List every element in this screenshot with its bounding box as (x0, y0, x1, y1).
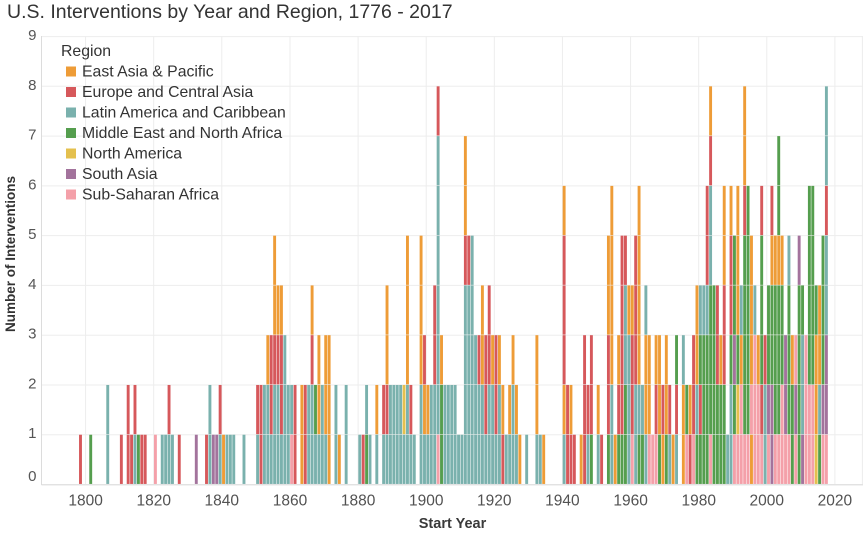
svg-text:0: 0 (28, 468, 36, 485)
svg-text:3: 3 (28, 326, 36, 343)
svg-text:South Asia: South Asia (82, 166, 158, 183)
svg-text:1940: 1940 (545, 493, 580, 510)
svg-text:2000: 2000 (750, 493, 785, 510)
svg-text:1840: 1840 (205, 493, 240, 510)
svg-text:Middle East and North Africa: Middle East and North Africa (82, 125, 282, 142)
svg-text:1880: 1880 (341, 493, 376, 510)
svg-text:1920: 1920 (477, 493, 512, 510)
svg-text:1860: 1860 (273, 493, 308, 510)
svg-text:Region: Region (61, 43, 111, 60)
svg-text:1900: 1900 (409, 493, 444, 510)
svg-text:7: 7 (28, 127, 36, 144)
svg-text:1980: 1980 (681, 493, 716, 510)
svg-text:1960: 1960 (613, 493, 648, 510)
svg-text:2020: 2020 (818, 493, 853, 510)
svg-text:8: 8 (28, 77, 36, 94)
svg-text:East Asia & Pacific: East Asia & Pacific (82, 64, 214, 81)
svg-text:Europe and Central Asia: Europe and Central Asia (82, 84, 253, 101)
svg-text:1820: 1820 (136, 493, 171, 510)
svg-text:North America: North America (82, 146, 182, 163)
svg-text:U.S. Interventions by Year and: U.S. Interventions by Year and Region, 1… (7, 1, 453, 23)
svg-text:1800: 1800 (68, 493, 103, 510)
svg-text:Start Year: Start Year (419, 516, 487, 532)
svg-text:5: 5 (28, 226, 36, 243)
svg-text:2: 2 (28, 376, 36, 393)
svg-text:4: 4 (28, 276, 36, 293)
svg-text:1: 1 (28, 425, 36, 442)
svg-text:Sub-Saharan Africa: Sub-Saharan Africa (82, 187, 219, 204)
svg-text:Latin America and Caribbean: Latin America and Caribbean (82, 105, 286, 122)
svg-text:9: 9 (28, 27, 36, 44)
svg-text:Number of Interventions: Number of Interventions (3, 176, 18, 332)
svg-text:6: 6 (28, 176, 36, 193)
